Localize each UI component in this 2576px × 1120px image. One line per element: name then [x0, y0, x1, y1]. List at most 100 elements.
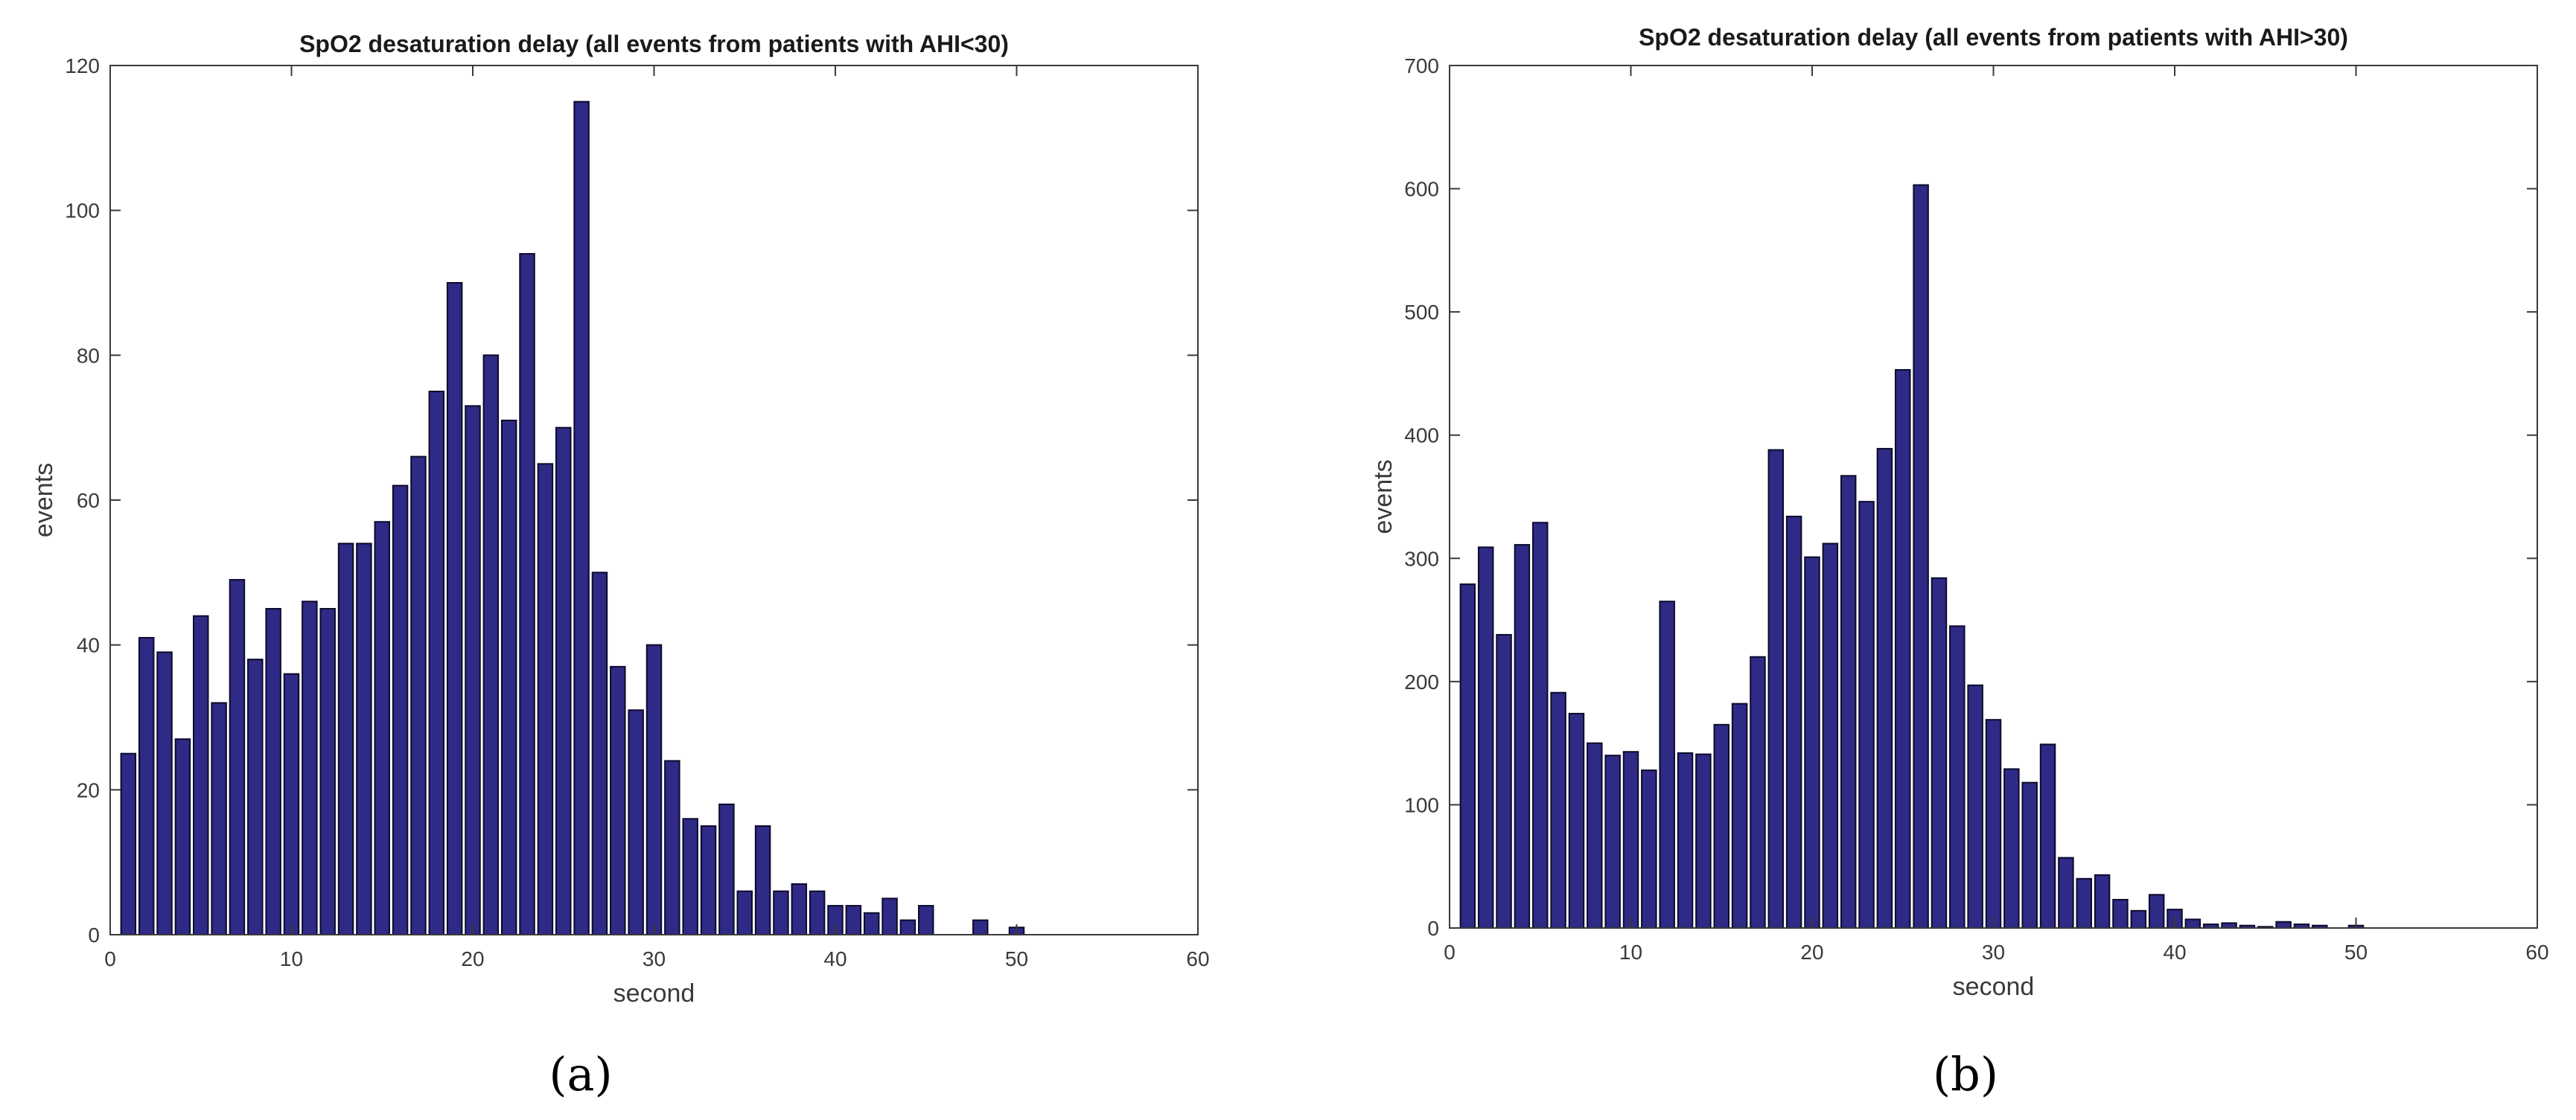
bar — [1785, 515, 1802, 929]
bar — [2076, 877, 2092, 929]
x-tick-label: 0 — [104, 947, 116, 970]
x-tick-label: 60 — [1186, 947, 1209, 970]
bar — [265, 608, 281, 935]
bar — [1659, 601, 1675, 929]
chart-panel-b: 0 10 20 30 40 50 600100200300400500600700SpO2 … — [1369, 24, 2549, 1101]
bar — [610, 665, 626, 935]
bar — [718, 803, 735, 936]
x-axis-label: second — [1953, 973, 2035, 1001]
x-tick-label: 50 — [1005, 947, 1028, 970]
x-tick-label: 30 — [643, 947, 666, 970]
bar — [1514, 544, 1531, 929]
y-tick-label: 60 — [77, 489, 100, 512]
y-axis-label: events — [30, 463, 58, 537]
bar — [174, 738, 191, 935]
bar — [863, 912, 880, 936]
bar — [1713, 723, 1729, 929]
bar — [392, 484, 409, 935]
bar — [1931, 577, 1948, 929]
bar — [1949, 625, 1966, 929]
bar — [809, 890, 826, 935]
bar — [628, 709, 644, 936]
bar — [1695, 753, 1712, 929]
y-axis-label: events — [1369, 459, 1397, 534]
bar — [1550, 691, 1566, 929]
bar — [845, 905, 862, 935]
bar — [1967, 684, 1983, 929]
bar — [2058, 857, 2074, 929]
y-tick-label: 40 — [77, 634, 100, 657]
y-tick-label: 700 — [1404, 54, 1439, 77]
bar — [1858, 501, 1875, 929]
bar — [1641, 769, 1657, 929]
bar — [1840, 475, 1857, 929]
x-tick-label: 30 — [1982, 941, 2005, 964]
x-tick-label: 20 — [461, 947, 484, 970]
bar — [2130, 909, 2147, 929]
bar — [120, 752, 137, 935]
y-tick-label: 300 — [1404, 547, 1439, 570]
x-tick-label: 40 — [823, 947, 847, 970]
bar — [1913, 184, 1929, 929]
bar — [2021, 781, 2038, 929]
bar — [1568, 712, 1585, 929]
bar — [2039, 743, 2056, 929]
bar — [465, 405, 481, 935]
y-tick-label: 80 — [77, 344, 100, 367]
x-axis-label: second — [613, 979, 695, 1008]
bar — [754, 825, 771, 935]
bar — [2148, 894, 2165, 929]
bar — [899, 919, 916, 936]
y-tick-label: 100 — [1404, 793, 1439, 816]
bar — [337, 543, 354, 935]
bar — [555, 426, 572, 935]
bar — [247, 659, 264, 935]
bar — [573, 100, 590, 935]
bar — [319, 608, 336, 935]
y-tick-label: 0 — [1427, 917, 1439, 940]
x-tick-label: 20 — [1800, 941, 1823, 964]
y-tick-label: 100 — [65, 199, 100, 223]
bar — [1895, 368, 1911, 929]
bar — [918, 905, 934, 935]
bar — [482, 354, 500, 935]
bar — [537, 463, 554, 935]
bar — [881, 897, 898, 935]
x-tick-label: 10 — [280, 947, 303, 970]
bar — [519, 253, 535, 935]
bar — [1677, 752, 1694, 929]
x-tick-label: 50 — [2344, 941, 2368, 964]
chart-title: SpO2 desaturation delay (all events from… — [1639, 24, 2348, 51]
bar — [374, 521, 390, 935]
bar — [302, 601, 318, 936]
y-tick-label: 500 — [1404, 301, 1439, 324]
bar — [2112, 898, 2129, 929]
bar — [1604, 755, 1621, 929]
bar — [773, 890, 789, 935]
bar — [1804, 556, 1820, 929]
bar — [156, 651, 173, 936]
bar — [791, 883, 808, 935]
bar — [664, 760, 680, 936]
bar — [2275, 921, 2292, 929]
bar — [682, 818, 698, 936]
y-tick-label: 20 — [77, 778, 100, 801]
y-tick-label: 200 — [1404, 671, 1439, 694]
bar — [645, 644, 663, 935]
bar — [2094, 874, 2111, 929]
bar — [193, 615, 209, 935]
bar — [972, 919, 989, 936]
bar — [1496, 633, 1512, 929]
bar — [446, 282, 463, 935]
bar — [428, 391, 445, 935]
y-tick-label: 600 — [1404, 178, 1439, 201]
bar — [211, 702, 227, 936]
bar — [1587, 742, 1603, 929]
y-tick-label: 120 — [65, 54, 100, 77]
x-tick-label: 10 — [1619, 941, 1642, 964]
bar — [1822, 543, 1839, 929]
bar — [1767, 449, 1785, 929]
bar — [591, 572, 608, 936]
chart-panel-a: 0 10 20 30 40 50 60 0 20 40 60 80 100 120 SpO2 desatur… — [30, 31, 1210, 1101]
